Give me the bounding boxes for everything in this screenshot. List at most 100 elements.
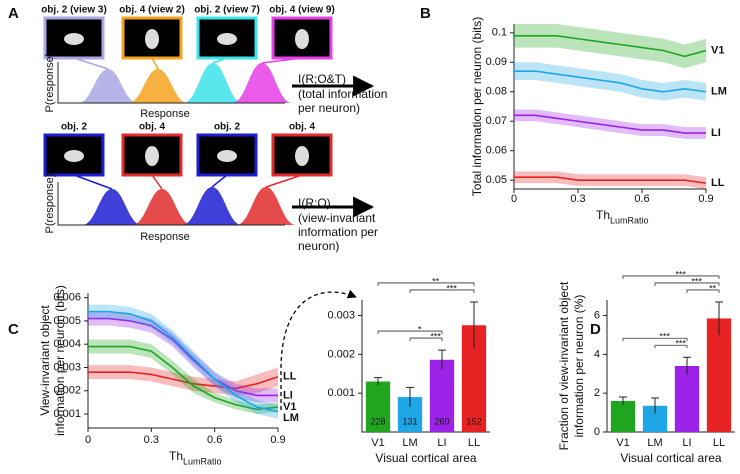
y-tick-label: 0.006 <box>53 292 81 304</box>
axis-label: Response <box>140 231 190 243</box>
response-distribution <box>183 63 243 103</box>
y-tick-label: 0.09 <box>486 56 507 68</box>
significance-label: ** <box>432 276 440 286</box>
error-bar <box>651 397 659 414</box>
x-axis-label-subscript: LumRatio <box>183 456 222 466</box>
y-tick-label: 0.003 <box>53 361 81 373</box>
significance-label: *** <box>691 276 702 286</box>
significance-bracket <box>377 282 475 286</box>
y-axis-label: Fraction of view-invariant object <box>557 281 571 450</box>
significance-bracket <box>377 330 443 335</box>
significance-bracket <box>622 337 688 342</box>
x-tick-label: LL <box>713 437 725 449</box>
count-label: 152 <box>466 416 481 426</box>
series-line <box>88 310 279 413</box>
count-label: 228 <box>370 416 385 426</box>
significance-label: *** <box>659 332 670 342</box>
connector-arrow <box>280 289 357 410</box>
view-label: obj. 2 <box>61 122 88 133</box>
y-tick-label: 0.002 <box>327 348 355 360</box>
measure: I(R;O&T) <box>298 72 346 86</box>
axis-label: Response <box>140 108 190 120</box>
y-tick-label: 0.001 <box>53 408 81 420</box>
x-axis-label: Th <box>596 208 610 222</box>
error-bar <box>406 386 414 407</box>
view-label: obj. 4 (view 2) <box>119 5 185 16</box>
x-tick-label: 0.6 <box>207 434 222 446</box>
error-bar <box>470 301 478 349</box>
count-label: 260 <box>434 416 449 426</box>
x-tick-label: LI <box>682 437 691 449</box>
significance-bracket <box>654 282 720 286</box>
y-tick-label: 4 <box>594 348 600 360</box>
significance-label: * <box>418 324 422 334</box>
series-label: LL <box>711 177 725 189</box>
y-tick-label: 0.001 <box>327 387 355 399</box>
bar <box>706 318 732 432</box>
significance-bracket <box>654 344 688 349</box>
response-distribution <box>128 69 188 103</box>
error-bar <box>683 356 691 375</box>
axis <box>57 182 285 226</box>
significance-bracket <box>686 289 720 293</box>
error-band <box>88 311 278 403</box>
bar <box>365 381 391 432</box>
significance-bracket <box>409 289 475 293</box>
y-tick-label: 0.05 <box>486 174 507 186</box>
x-tick-label: 0.3 <box>570 193 585 205</box>
series-line <box>514 114 706 134</box>
panel-label: D <box>590 321 601 338</box>
y-tick-label: 0.005 <box>53 315 81 327</box>
series-label: LM <box>283 412 299 424</box>
measure-description: information per <box>298 225 378 239</box>
x-tick-label: LM <box>402 437 417 449</box>
y-axis-label: information per neuron (bits) <box>53 285 67 436</box>
view-label: obj. 4 <box>139 122 166 133</box>
error-bar <box>438 349 446 370</box>
response-distribution <box>182 187 242 225</box>
x-tick-label: LM <box>647 437 662 449</box>
error-band <box>514 24 706 69</box>
significance-label: ** <box>709 283 717 293</box>
view-label: obj. 2 (view 7) <box>194 5 260 16</box>
axis <box>57 62 285 104</box>
y-tick-label: 0.004 <box>53 338 81 350</box>
error-bar <box>374 377 382 386</box>
error-bar <box>715 301 723 335</box>
x-axis-label-subscript: LumRatio <box>610 215 649 225</box>
axis-label: P(response) <box>44 53 56 113</box>
series-line <box>514 70 707 93</box>
series-label: LI <box>283 389 293 401</box>
series-label: V1 <box>283 401 296 413</box>
stimulus-object <box>145 29 159 49</box>
y-tick-label: 0.003 <box>327 309 355 321</box>
bar <box>674 366 700 432</box>
y-tick-label: 0 <box>594 426 600 438</box>
view-label: obj. 4 <box>289 122 316 133</box>
panel-label: C <box>8 321 19 338</box>
series-line <box>514 34 707 58</box>
panel-label: A <box>8 5 19 22</box>
x-tick-label: 0.9 <box>698 193 713 205</box>
measure-description: neuron) <box>298 239 339 253</box>
y-tick-label: 0.1 <box>492 27 507 39</box>
measure-description: (total information <box>298 87 387 101</box>
y-tick-label: 2 <box>594 387 600 399</box>
axis-label: P(response) <box>44 174 56 234</box>
series-line <box>88 371 279 390</box>
series-line <box>88 317 278 397</box>
connector <box>261 57 303 64</box>
significance-bracket <box>409 337 443 342</box>
x-tick-label: LI <box>437 437 446 449</box>
connector <box>212 57 228 64</box>
panel-label: B <box>420 5 431 22</box>
connector <box>151 57 159 70</box>
y-axis-label: View-invariant object <box>38 305 52 416</box>
x-tick-label: LL <box>468 437 480 449</box>
bar <box>429 359 455 432</box>
y-tick-label: 6 <box>594 309 600 321</box>
y-tick-label: 0.08 <box>486 86 507 98</box>
significance-label: *** <box>430 331 441 341</box>
response-distribution <box>82 189 142 225</box>
x-tick-label: 0.9 <box>270 434 285 446</box>
